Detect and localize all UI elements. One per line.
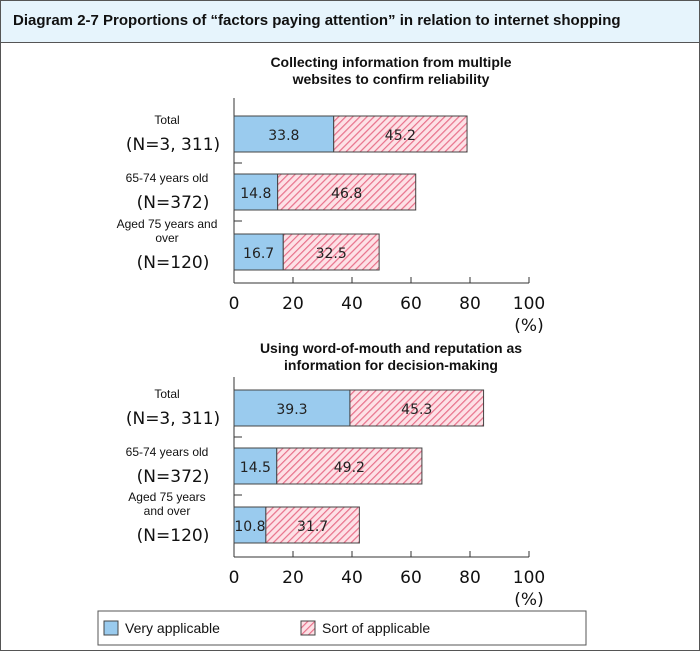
category-label: Aged 75 years and	[117, 217, 218, 231]
chart-title: websites to confirm reliability	[292, 71, 490, 87]
bar-very-applicable	[233, 233, 284, 271]
figure-title: Diagram 2-7 Proportions of “factors payi…	[13, 12, 621, 29]
data-label: 14.8	[240, 186, 271, 202]
bar-very-applicable	[233, 506, 267, 544]
category-n-label: (N=120)	[137, 526, 210, 546]
data-label: 10.8	[234, 519, 265, 535]
legend-label: Sort of applicable	[322, 620, 430, 636]
category-label: 65-74 years old	[126, 445, 209, 459]
category-label: Total	[154, 387, 179, 401]
data-label: 32.5	[316, 246, 347, 262]
x-tick-label: 100	[513, 568, 545, 588]
category-label: 65-74 years old	[126, 171, 209, 185]
category-n-label: (N=3, 311)	[126, 409, 220, 429]
data-label: 45.2	[385, 128, 416, 144]
bar-sort-of-applicable	[276, 447, 423, 485]
bar-very-applicable	[233, 173, 279, 211]
x-unit-label: (%)	[514, 590, 543, 610]
legend-label: Very applicable	[125, 620, 220, 636]
chart-title: Collecting information from multiple	[270, 54, 511, 70]
category-label: Total	[154, 113, 179, 127]
x-tick-label: 40	[341, 568, 363, 588]
bar-sort-of-applicable	[349, 389, 485, 427]
category-label: over	[155, 231, 178, 245]
data-label: 33.8	[268, 128, 299, 144]
legend-swatch-sort-of-applicable	[300, 620, 316, 636]
data-label: 45.3	[401, 402, 432, 418]
x-tick-label: 60	[400, 568, 422, 588]
x-tick-label: 80	[459, 294, 481, 314]
x-tick-label: 0	[229, 294, 240, 314]
data-label: 46.8	[331, 186, 362, 202]
chart-title: Using word-of-mouth and reputation as	[260, 340, 522, 356]
bar-very-applicable	[233, 115, 335, 153]
category-label: and over	[144, 504, 191, 518]
category-n-label: (N=3, 311)	[126, 135, 220, 155]
data-label: 31.7	[297, 519, 328, 535]
bar-sort-of-applicable	[277, 173, 417, 211]
x-tick-label: 100	[513, 294, 545, 314]
category-n-label: (N=372)	[137, 467, 210, 487]
x-unit-label: (%)	[514, 316, 543, 336]
x-tick-label: 20	[282, 568, 304, 588]
x-tick-label: 80	[459, 568, 481, 588]
x-tick-label: 60	[400, 294, 422, 314]
bar-sort-of-applicable	[333, 115, 468, 153]
bar-sort-of-applicable	[282, 233, 380, 271]
chart-title: information for decision-making	[284, 357, 498, 373]
x-tick-label: 40	[341, 294, 363, 314]
data-label: 16.7	[243, 246, 274, 262]
category-n-label: (N=120)	[137, 253, 210, 273]
bar-very-applicable	[233, 389, 351, 427]
data-label: 14.5	[240, 460, 271, 476]
figure-header: Diagram 2-7 Proportions of “factors payi…	[1, 1, 699, 43]
data-label: 49.2	[334, 460, 365, 476]
bar-sort-of-applicable	[265, 506, 360, 544]
category-label: Aged 75 years	[128, 490, 205, 504]
category-n-label: (N=372)	[137, 193, 210, 213]
legend-swatch-very-applicable	[103, 620, 119, 636]
x-tick-label: 0	[229, 568, 240, 588]
data-label: 39.3	[276, 402, 307, 418]
x-tick-label: 20	[282, 294, 304, 314]
legend-box	[97, 610, 587, 646]
